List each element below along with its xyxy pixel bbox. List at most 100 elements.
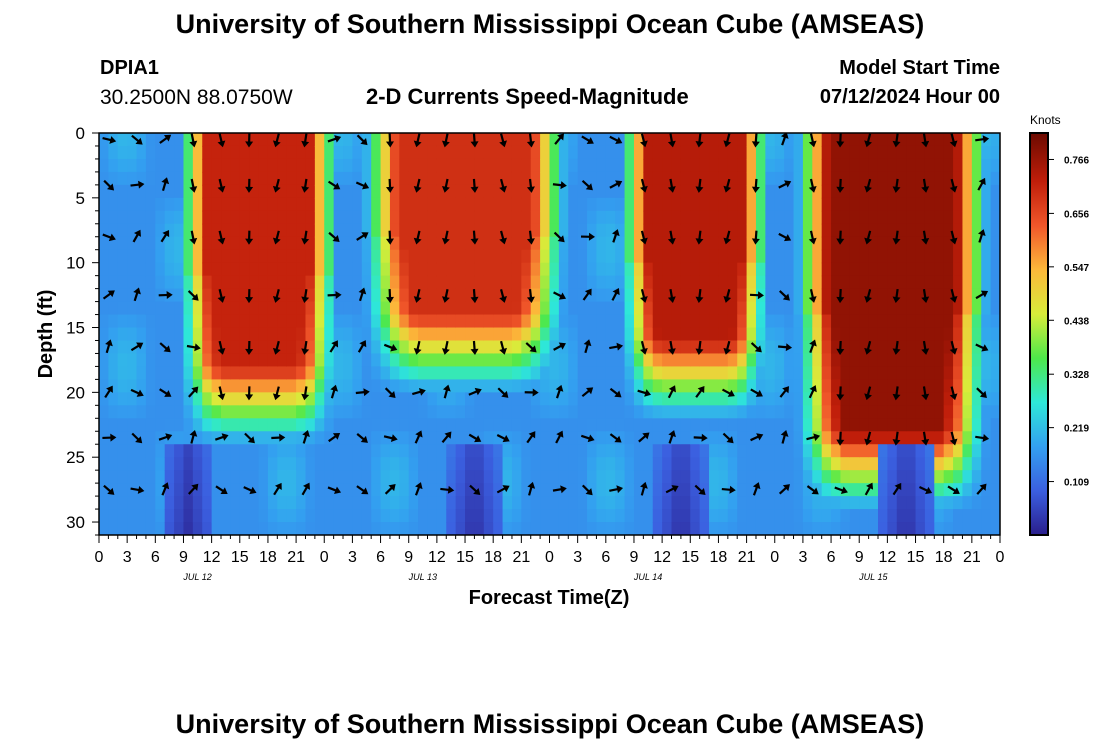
heat-cell [868, 288, 879, 303]
heat-cell [211, 301, 222, 316]
heat-cell [887, 483, 898, 497]
heat-cell [436, 470, 447, 484]
heat-cell [859, 236, 870, 251]
heat-cell [127, 262, 138, 277]
heat-cell [540, 457, 551, 471]
heat-cell [849, 288, 860, 303]
heat-cell [652, 145, 663, 160]
heat-cell [483, 483, 494, 497]
heat-cell [915, 236, 926, 251]
heat-cell [343, 184, 354, 199]
heat-cell [455, 262, 466, 277]
heat-cell [934, 288, 945, 303]
heat-cell [136, 262, 147, 277]
heat-cell [587, 171, 598, 186]
heat-cell [605, 236, 616, 251]
plot-title: 2-D Currents Speed-Magnitude [366, 84, 689, 109]
heat-cell [859, 327, 870, 342]
heat-cell [155, 210, 166, 225]
heat-cell [155, 236, 166, 251]
heat-cell [221, 327, 231, 342]
heat-cell [286, 405, 297, 419]
current-arrow [469, 484, 481, 495]
current-arrow [808, 178, 817, 193]
heat-cell [699, 470, 710, 484]
heat-cell [540, 470, 551, 484]
heat-cell [202, 301, 213, 316]
heat-cell [296, 249, 307, 264]
heat-cell [549, 236, 560, 251]
heat-cell [737, 184, 748, 199]
heat-cell [953, 366, 964, 380]
x-tick-label: 15 [231, 549, 249, 566]
heat-cell [671, 184, 682, 199]
heat-cell [455, 314, 466, 329]
current-arrow [105, 339, 113, 354]
heat-cell [840, 184, 851, 199]
heat-cell [333, 171, 344, 186]
heat-cell [183, 301, 194, 316]
heat-cell [605, 366, 616, 380]
heat-cell [521, 145, 532, 160]
heat-cell [962, 483, 973, 497]
heat-cell [399, 509, 410, 523]
heat-cell [418, 145, 429, 160]
heat-cell [127, 509, 138, 523]
heat-cell [981, 418, 992, 432]
heat-cell [915, 275, 926, 290]
heat-cell [680, 509, 691, 523]
heat-cell [399, 522, 410, 535]
heat-cell [549, 275, 560, 290]
heat-cell [605, 133, 616, 147]
heat-cell [924, 470, 935, 484]
current-arrow [921, 178, 930, 193]
heat-cell [211, 522, 222, 535]
heat-cell [192, 249, 203, 264]
heat-cell [577, 366, 588, 380]
heat-cell [943, 522, 954, 535]
current-arrow [526, 230, 535, 245]
heat-cell [333, 470, 344, 484]
heat-cell [427, 236, 438, 251]
heat-cell [183, 353, 194, 368]
heat-cell [971, 340, 982, 355]
heat-cell [587, 301, 598, 316]
heat-cell [249, 418, 260, 432]
heat-cell [549, 366, 560, 380]
current-arrow [949, 431, 958, 446]
heat-cell [136, 496, 147, 510]
heat-cell [831, 210, 842, 225]
heat-cell [155, 171, 166, 186]
heat-cell [934, 327, 945, 342]
heat-cell [192, 444, 203, 458]
heat-cell [540, 301, 551, 316]
heat-cell [230, 262, 241, 277]
heat-cell [286, 470, 297, 484]
heat-cell [915, 262, 926, 277]
heat-cell [596, 133, 607, 147]
heat-cell [202, 133, 213, 147]
heat-cell [662, 405, 673, 419]
y-tick-label: 0 [76, 124, 85, 143]
heat-cell [718, 340, 729, 355]
heat-cell [643, 522, 654, 535]
current-arrow [752, 482, 761, 496]
heat-cell [774, 470, 785, 484]
heat-cell [474, 522, 485, 535]
heat-cell [343, 249, 354, 264]
heat-cell [934, 158, 945, 173]
heat-cell [521, 496, 532, 510]
heat-cell [868, 431, 879, 445]
heat-cell [840, 444, 851, 458]
heat-cell [568, 340, 579, 355]
heat-cell [455, 301, 466, 316]
heat-cell [455, 184, 466, 199]
heat-cell [399, 301, 410, 316]
heat-cell [877, 223, 888, 238]
heat-cell [577, 158, 588, 173]
heat-cell [455, 509, 466, 523]
heat-cell [164, 366, 175, 380]
heat-cell [127, 133, 138, 147]
heat-cell [296, 197, 307, 212]
heat-cell [361, 340, 372, 355]
